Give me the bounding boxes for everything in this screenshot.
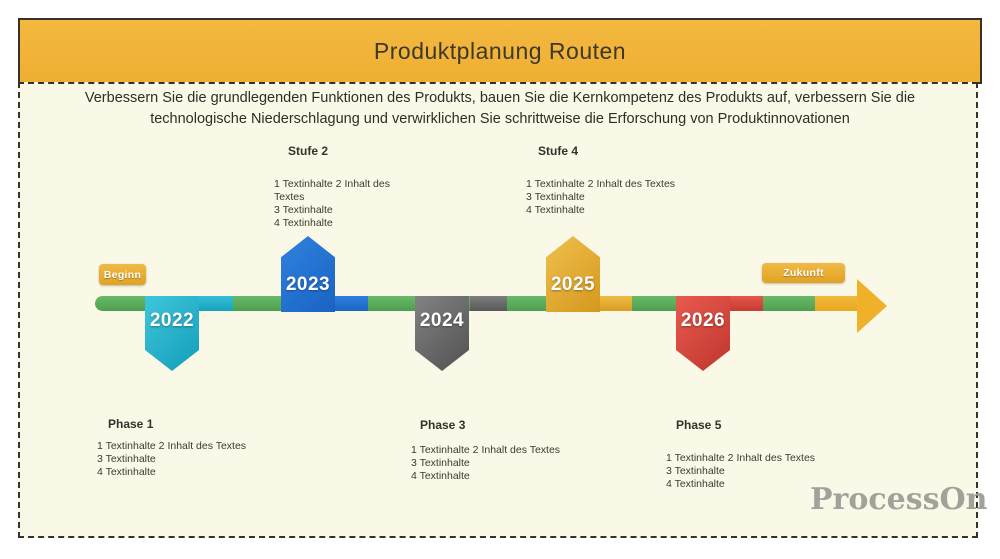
milestone-2023-year: 2023 [285, 274, 331, 295]
timeline-segment-2025 [600, 296, 632, 311]
processon-watermark: ProcessOn [810, 482, 988, 517]
timeline-segment-2026 [730, 296, 763, 311]
beginn-button-label: Beginn [103, 268, 142, 281]
timeline-segment-2024 [470, 296, 507, 311]
milestone-2022-year: 2022 [149, 310, 195, 331]
timeline-arrow-body [815, 296, 857, 311]
phase-3-text: 1 Textinhalte 2 Inhalt des Textes 3 Text… [411, 444, 561, 482]
timeline-segment-2022 [198, 296, 233, 311]
title-bar: Produktplanung Routen [18, 18, 982, 84]
milestone-2026-year: 2026 [680, 310, 726, 331]
timeline-segment-2023 [335, 296, 368, 311]
milestone-2025-year: 2025 [550, 274, 596, 295]
timeline-arrow-head-icon [857, 279, 887, 333]
phase-1-label: Phase 1 [108, 417, 154, 431]
subtitle-text: Verbessern Sie die grundlegenden Funktio… [84, 90, 916, 127]
zukunft-button[interactable]: Zukunft [762, 263, 845, 283]
beginn-button[interactable]: Beginn [99, 264, 146, 285]
stufe-2-label: Stufe 2 [288, 144, 329, 158]
milestone-2024-year: 2024 [419, 310, 465, 331]
stufe-2-text: 1 Textinhalte 2 Inhalt des Textes 3 Text… [274, 178, 390, 229]
zukunft-button-label: Zukunft [783, 267, 824, 279]
phase-3-label: Phase 3 [420, 418, 466, 432]
phase-5-label: Phase 5 [676, 418, 722, 432]
stufe-4-text: 1 Textinhalte 2 Inhalt des Textes 3 Text… [526, 178, 676, 216]
phase-1-text: 1 Textinhalte 2 Inhalt des Textes 3 Text… [97, 440, 247, 478]
page-title: Produktplanung Routen [373, 37, 627, 64]
phase-5-text: 1 Textinhalte 2 Inhalt des Textes 3 Text… [666, 452, 816, 490]
stufe-4-label: Stufe 4 [538, 144, 579, 158]
